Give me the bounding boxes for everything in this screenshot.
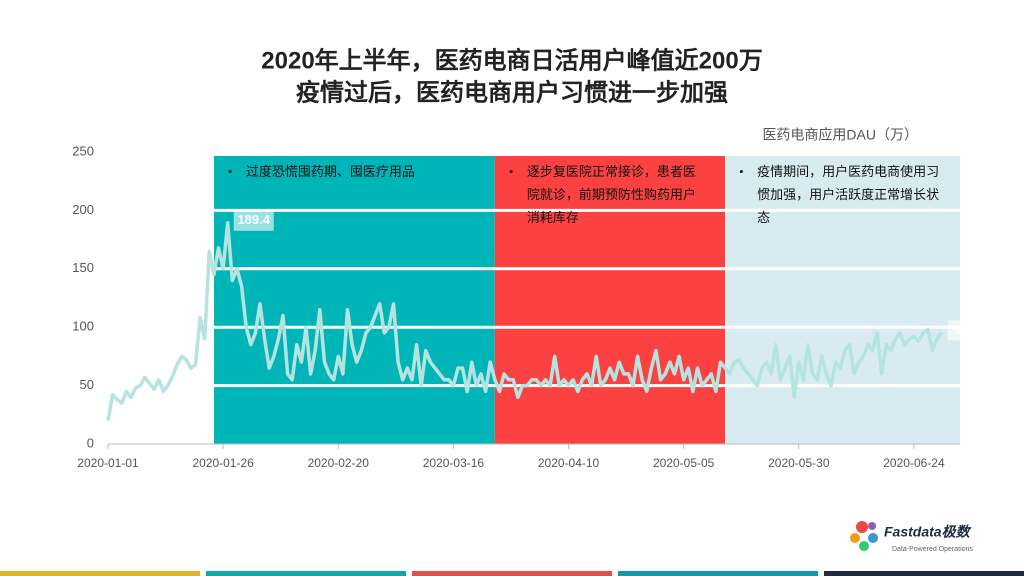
footer-bar <box>824 571 1024 576</box>
x-tick-label: 2020-05-30 <box>768 456 830 470</box>
footer-bar <box>412 571 612 576</box>
band <box>213 156 495 444</box>
x-tick-label: 2020-03-16 <box>423 456 485 470</box>
y-axis-label: 医药电商应用DAU（万） <box>762 127 918 143</box>
footer-bar <box>618 571 818 576</box>
y-tick-label: 150 <box>72 260 94 275</box>
data-label: 95.6 <box>955 322 980 337</box>
logo-icon <box>850 521 878 551</box>
x-tick-label: 2020-04-10 <box>538 456 600 470</box>
y-tick-label: 100 <box>72 319 94 334</box>
band-note: 过度恐慌囤药期、囤医疗用品 <box>218 160 477 183</box>
y-tick-label: 200 <box>72 202 94 217</box>
y-tick-label: 250 <box>72 143 94 158</box>
footer-bar <box>206 571 406 576</box>
footer-bar <box>0 571 200 576</box>
label-bg <box>233 210 274 231</box>
x-tick-label: 2020-02-20 <box>308 456 370 470</box>
chart-title: 2020年上半年，医药电商日活用户峰值近200万 <box>261 46 762 74</box>
logo-name: Fastdata极数 <box>884 524 972 540</box>
band-note: 疫情期间，用户医药电商使用习惯加强，用户活跃度正常增长状态 <box>729 160 942 229</box>
logo-tagline: Data-Powered Operations <box>892 546 973 553</box>
x-tick-label: 2020-01-01 <box>77 456 139 470</box>
y-tick-label: 0 <box>87 435 94 450</box>
x-tick-label: 2020-06-24 <box>883 456 945 470</box>
band-note: 逐步复医院正常接诊，患者医院就诊，前期预防性购药用户消耗库存 <box>499 160 707 229</box>
label-bg <box>947 320 988 341</box>
grid: 0 50 100 150 200 250 2020-01-01 2020-01-26 2020-… <box>72 143 960 470</box>
x-tick-label: 2020-05-05 <box>653 456 715 470</box>
x-tick-label: 2020-01-26 <box>192 456 254 470</box>
line <box>106 221 944 421</box>
y-tick-label: 50 <box>80 377 94 392</box>
plot: 189.4 95.6 <box>106 210 988 421</box>
data-label: 189.4 <box>237 212 270 227</box>
chart-subtitle: 疫情过后，医药电商用户习惯进一步加强 <box>296 78 728 106</box>
